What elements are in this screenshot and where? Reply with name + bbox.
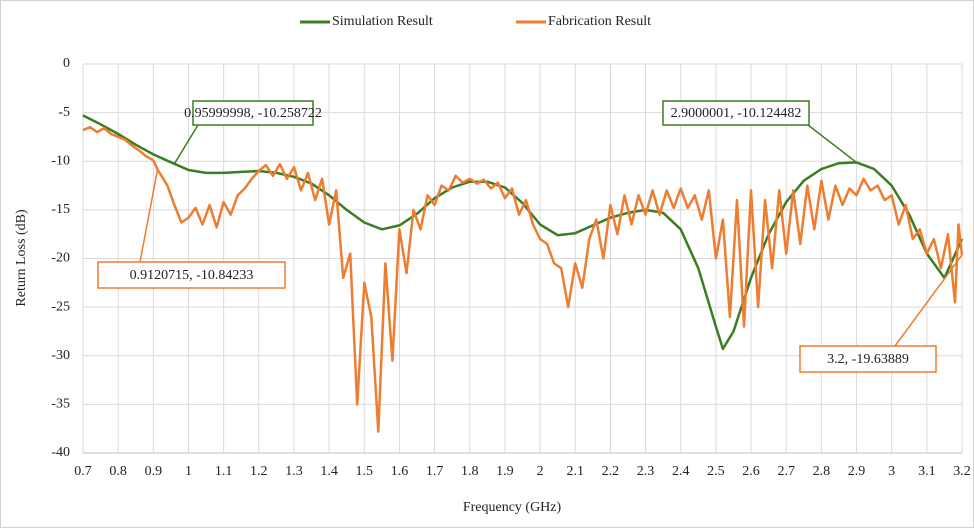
y-tick-label: -30 xyxy=(51,348,70,363)
y-tick-label: -25 xyxy=(51,299,70,314)
annotation-box xyxy=(799,345,937,373)
annotation-leader xyxy=(894,254,963,347)
x-tick-label: 2.6 xyxy=(742,464,760,479)
annotation-box xyxy=(192,100,314,126)
x-tick-label: 3 xyxy=(888,464,895,479)
y-tick-label: -15 xyxy=(51,202,70,217)
series-line xyxy=(82,125,964,433)
y-tick-label: -35 xyxy=(51,397,70,412)
x-tick-label: 1.2 xyxy=(250,464,268,479)
annotation-box xyxy=(97,261,286,289)
x-tick-label: 1.3 xyxy=(285,464,303,479)
x-tick-label: 2.3 xyxy=(637,464,655,479)
x-tick-label: 2.4 xyxy=(672,464,690,479)
series-line xyxy=(82,114,964,351)
x-tick-label: 2 xyxy=(537,464,544,479)
x-tick-label: 2.5 xyxy=(707,464,725,479)
x-tick-label: 2.9 xyxy=(848,464,866,479)
annotation-label: 0.9120715, -10.84233 xyxy=(130,268,254,283)
x-tick-label: 1.5 xyxy=(356,464,374,479)
annotation-box xyxy=(662,100,810,126)
annotation-label: 2.9000001, -10.124482 xyxy=(671,106,802,121)
x-tick-label: 3.2 xyxy=(953,464,971,479)
y-tick-label: -10 xyxy=(51,153,70,168)
y-tick-label: 0 xyxy=(63,56,70,71)
x-tick-label: 2.7 xyxy=(777,464,795,479)
annotation-leader xyxy=(807,124,857,164)
legend-label: Fabrication Result xyxy=(548,14,651,29)
x-tick-label: 1.6 xyxy=(391,464,409,479)
annotation-label: 0.95999998, -10.258722 xyxy=(184,106,322,121)
annotation-leader xyxy=(139,169,159,263)
x-tick-label: 2.2 xyxy=(602,464,620,479)
y-tick-label: -5 xyxy=(58,105,70,120)
y-axis-title: Return Loss (dB) xyxy=(14,209,29,307)
x-tick-label: 0.8 xyxy=(109,464,127,479)
y-tick-label: -20 xyxy=(51,251,70,266)
x-tick-label: 1.1 xyxy=(215,464,233,479)
x-tick-label: 1.8 xyxy=(461,464,479,479)
x-tick-label: 0.7 xyxy=(74,464,92,479)
x-tick-label: 0.9 xyxy=(145,464,163,479)
x-tick-label: 1.9 xyxy=(496,464,514,479)
annotation-label: 3.2, -19.63889 xyxy=(827,352,909,367)
annotation-leader xyxy=(173,124,199,165)
x-tick-label: 1.7 xyxy=(426,464,444,479)
y-tick-label: -40 xyxy=(51,445,70,460)
x-tick-label: 2.8 xyxy=(813,464,831,479)
legend-label: Simulation Result xyxy=(332,14,433,29)
x-tick-label: 2.1 xyxy=(566,464,584,479)
x-axis-title: Frequency (GHz) xyxy=(463,500,562,515)
x-tick-label: 1.4 xyxy=(320,464,338,479)
x-tick-label: 1 xyxy=(185,464,192,479)
x-tick-label: 3.1 xyxy=(918,464,936,479)
